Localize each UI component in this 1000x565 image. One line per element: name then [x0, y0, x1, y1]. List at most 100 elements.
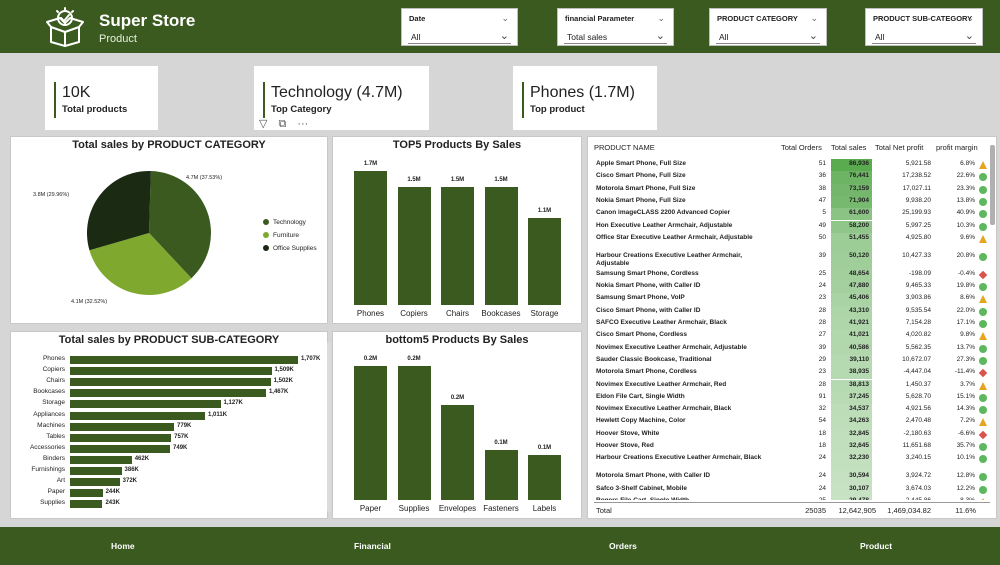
column-header-net-profit[interactable]: Total Net profit: [875, 143, 924, 152]
status-good-circle-icon: [979, 356, 987, 365]
pie-slice-office-supplies[interactable]: [87, 171, 151, 251]
table-row[interactable]: Motorola Smart Phone, Full Size 38 73,159 1…: [594, 183, 990, 196]
column-header-total-sales[interactable]: Total sales: [831, 143, 867, 152]
pie-slice-furniture[interactable]: [89, 233, 192, 295]
table-row[interactable]: Novimex Executive Leather Armchair, Blac…: [594, 404, 990, 417]
top5-bar-panel[interactable]: TOP5 Products By Sales 1.7M Phones 1.5M Cop…: [332, 136, 582, 324]
top5-bar-label: 1.5M: [407, 176, 421, 183]
table-row[interactable]: Hewlett Copy Machine, Color 54 34,263 2,470…: [594, 416, 990, 429]
subcategory-bar[interactable]: [70, 467, 122, 475]
filter-product-category[interactable]: PRODUCT CATEGORY ⌄ All ⌄: [709, 8, 827, 46]
focus-mode-icon[interactable]: ⧉: [278, 118, 287, 130]
table-row[interactable]: Hoover Stove, White 18 32,845 -2,180.63 -6.6…: [594, 428, 990, 441]
table-row[interactable]: Motorola Smart Phone, with Caller ID 24 30…: [594, 471, 990, 484]
bottom5-bar[interactable]: [354, 366, 387, 500]
cell-product-name: Motorola Smart Phone, with Caller ID: [596, 472, 711, 480]
bottom5-bar[interactable]: [528, 455, 561, 500]
cell-net-profit: 25,199.93: [902, 209, 931, 217]
top5-bar[interactable]: [441, 186, 474, 305]
dropdown-chevron-icon[interactable]: ⌄: [499, 30, 509, 42]
table-row[interactable]: Nokia Smart Phone, with Caller ID 24 47,88…: [594, 281, 990, 294]
pie-chart[interactable]: [11, 137, 329, 325]
subcategory-bar[interactable]: [70, 433, 172, 442]
top5-bar[interactable]: [484, 186, 518, 305]
nav-product[interactable]: Product: [860, 541, 893, 551]
table-row[interactable]: Office Star Executive Leather Armchair, …: [594, 232, 990, 251]
column-header-product-name[interactable]: PRODUCT NAME: [594, 143, 655, 152]
table-row[interactable]: Harbour Creations Executive Leather Armc…: [594, 453, 990, 472]
table-row[interactable]: Apple Smart Phone, Full Size 51 86,936 5,92…: [594, 159, 990, 172]
dropdown-chevron-icon[interactable]: ⌄: [964, 30, 974, 42]
subcategory-bar[interactable]: [70, 356, 298, 364]
table-row[interactable]: SAFCO Executive Leather Armchair, Black 2…: [594, 318, 990, 331]
nav-home[interactable]: Home: [111, 541, 135, 551]
more-options-icon[interactable]: ···: [297, 118, 309, 130]
scrollbar[interactable]: [990, 145, 995, 225]
subcategory-bar[interactable]: [70, 411, 206, 420]
cell-product-name: Rogers File Cart, Single Width: [596, 497, 776, 500]
column-header-profit-margin[interactable]: profit margin: [936, 143, 978, 152]
subcategory-bar[interactable]: [70, 444, 171, 453]
top5-bar[interactable]: [397, 186, 431, 305]
table-row[interactable]: Motorola Smart Phone, Cordless 23 38,935 -4…: [594, 367, 990, 380]
subcategory-label: Binders: [42, 454, 65, 462]
cell-total-orders: 18: [818, 429, 826, 437]
cell-profit-margin: 9.8%: [960, 331, 975, 339]
total-net-profit: 1,469,034.82: [887, 506, 931, 515]
subcategory-bar[interactable]: [70, 422, 175, 431]
legend-item-technology[interactable]: Technology: [263, 219, 306, 226]
cell-product-name: Novimex Executive Leather Armchair, Adju…: [596, 343, 747, 351]
table-row[interactable]: Nokia Smart Phone, Full Size 47 71,904 9,93…: [594, 195, 990, 209]
subcategory-bar-panel[interactable]: Total sales by PRODUCT SUB-CATEGORY Phon…: [10, 331, 331, 519]
subcategory-bar[interactable]: [70, 455, 132, 464]
product-table-panel[interactable]: PRODUCT NAME Total Orders Total sales To…: [587, 136, 997, 519]
scrollbar[interactable]: [327, 342, 331, 512]
subcategory-bar[interactable]: [70, 378, 271, 387]
subcategory-bar[interactable]: [70, 500, 103, 509]
filter-financial-parameter[interactable]: financial Parameter ⌄ Total sales ⌄: [557, 8, 674, 46]
kpi-card-top-product: Phones (1.7M) Top product: [513, 66, 657, 130]
table-row[interactable]: Harbour Creations Executive Leather Armc…: [594, 250, 990, 269]
table-row[interactable]: Cisco Smart Phone, with Caller ID 28 43,31…: [594, 305, 990, 318]
dropdown-chevron-icon[interactable]: ⌄: [808, 30, 818, 42]
table-body[interactable]: Apple Smart Phone, Full Size 51 86,936 5,92…: [588, 159, 998, 500]
subcategory-bar[interactable]: [70, 389, 266, 398]
table-row[interactable]: Cisco Smart Phone, Full Size 36 76,441 17,2…: [594, 171, 990, 184]
legend-item-furniture[interactable]: Furniture: [263, 232, 299, 239]
legend-item-office-supplies[interactable]: Office Supplies: [263, 245, 317, 252]
top5-bar[interactable]: [354, 171, 387, 305]
bottom5-bar-panel[interactable]: bottom5 Products By Sales 0.2M Paper 0.2M S…: [332, 331, 582, 519]
table-row[interactable]: Sauder Classic Bookcase, Traditional 29 39…: [594, 354, 990, 368]
table-row[interactable]: Hon Executive Leather Armchair, Adjustab…: [594, 220, 990, 233]
column-header-total-orders[interactable]: Total Orders: [781, 143, 822, 152]
subcategory-bar[interactable]: [70, 367, 272, 376]
top5-bar[interactable]: [528, 218, 561, 305]
filter-product-sub-category[interactable]: PRODUCT SUB-CATEGORY ⌄ All ⌄: [865, 8, 983, 46]
bottom5-bar[interactable]: [397, 366, 431, 500]
bottom5-bar[interactable]: [441, 405, 474, 500]
table-row[interactable]: Safco 3-Shelf Cabinet, Mobile 24 30,107 3,6…: [594, 483, 990, 496]
table-row[interactable]: Novimex Executive Leather Armchair, Adju…: [594, 342, 990, 355]
table-row[interactable]: Rogers File Cart, Single Width 25 29,4782,…: [594, 495, 990, 500]
subcategory-bar[interactable]: [70, 478, 120, 487]
table-row[interactable]: Hoover Stove, Red 18 32,645 11,651.68 35.7%: [594, 441, 990, 454]
dropdown-chevron-icon[interactable]: ⌄: [655, 30, 665, 42]
bottom5-bar[interactable]: [484, 449, 518, 500]
table-row[interactable]: Samsung Smart Phone, Cordless 25 48,654 -19…: [594, 268, 990, 282]
table-row[interactable]: Novimex Executive Leather Armchair, Red 2…: [594, 379, 990, 392]
table-row[interactable]: Eldon File Cart, Single Width 91 37,245 5,6…: [594, 391, 990, 405]
cell-net-profit: 9,535.54: [905, 306, 931, 314]
pie-slice-technology[interactable]: [149, 171, 211, 279]
nav-financial[interactable]: Financial: [354, 541, 391, 551]
table-row[interactable]: Cisco Smart Phone, Cordless 27 41,021 4,020…: [594, 330, 990, 343]
subcategory-bar[interactable]: [70, 400, 221, 409]
subcategory-bar[interactable]: [70, 489, 103, 498]
table-row[interactable]: Canon imageCLASS 2200 Advanced Copier 5 61…: [594, 208, 990, 221]
filter-date[interactable]: Date ⌄ All ⌄: [401, 8, 518, 46]
cell-total-sales: 41,021: [831, 330, 872, 343]
nav-orders[interactable]: Orders: [609, 541, 637, 551]
filter-icon[interactable]: ▽: [259, 118, 268, 130]
category-pie-panel[interactable]: Total sales by PRODUCT CATEGORY 4.7M (37…: [10, 136, 328, 324]
table-row[interactable]: Samsung Smart Phone, VoIP 23 45,406 3,903.8…: [594, 293, 990, 306]
status-good-circle-icon: [979, 406, 987, 415]
